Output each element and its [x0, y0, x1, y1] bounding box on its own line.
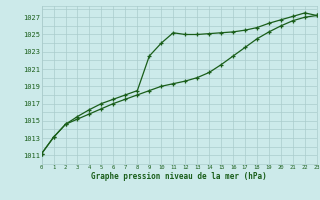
X-axis label: Graphe pression niveau de la mer (hPa): Graphe pression niveau de la mer (hPa)	[91, 172, 267, 181]
